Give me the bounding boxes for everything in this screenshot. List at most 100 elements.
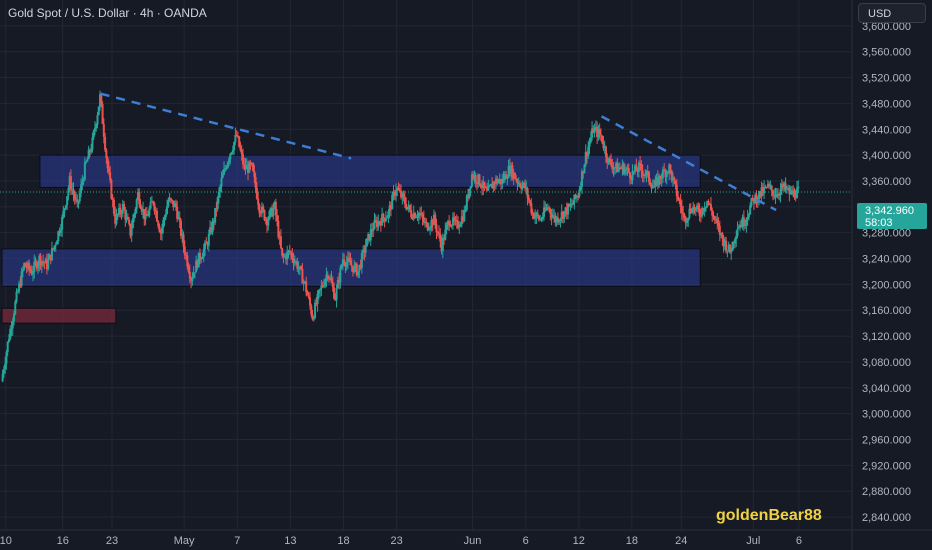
candle-body (335, 288, 338, 301)
candle-body (496, 178, 499, 184)
candle-body (61, 216, 64, 230)
candle-body (655, 177, 658, 181)
candle-body (740, 224, 743, 227)
candle-body (86, 159, 89, 162)
candle-body (789, 190, 792, 195)
candle-body (775, 194, 778, 198)
candle-body (606, 157, 609, 163)
candle-body (177, 217, 180, 219)
candle-body (432, 214, 435, 226)
candle-body (427, 229, 430, 231)
candle-body (597, 129, 600, 137)
candle-body (205, 242, 208, 244)
candle-body (670, 170, 673, 181)
price-axis-label: 3,120.000 (862, 331, 911, 343)
zone-demand[interactable] (1, 248, 701, 287)
candle-body (774, 195, 777, 198)
candle-body (673, 177, 676, 181)
candle-body (260, 206, 263, 214)
candle-body (522, 182, 525, 186)
candle-body (179, 220, 182, 236)
candle-body (236, 135, 239, 137)
candle-body (551, 216, 554, 218)
candle-body (269, 207, 272, 212)
candle-body (155, 210, 158, 222)
candle-body (241, 153, 244, 165)
candle-body (583, 164, 586, 174)
candle-body (397, 188, 400, 190)
candle-body (607, 158, 610, 163)
candle-body (230, 152, 233, 154)
candle-body (660, 178, 663, 180)
candle-body (10, 328, 13, 330)
price-axis-label: 3,040.000 (862, 383, 911, 395)
price-axis-label: 3,160.000 (862, 305, 911, 317)
candle-body (212, 220, 215, 223)
time-axis-label: 12 (573, 535, 585, 547)
candle-body (631, 170, 634, 180)
candle-body (611, 164, 614, 170)
candle-body (654, 180, 657, 188)
candle-body (718, 226, 721, 235)
candle-body (599, 134, 602, 136)
candle-body (25, 266, 28, 269)
currency-selector-button[interactable]: USD (858, 3, 926, 23)
candle-body (747, 214, 750, 218)
candle-body (281, 247, 284, 256)
candle-body (143, 209, 146, 220)
candle-body (64, 205, 67, 209)
candle-body (331, 282, 334, 288)
candle-body (782, 184, 785, 187)
dashed-trendline[interactable] (600, 115, 777, 212)
candle-body (487, 186, 490, 191)
candle-body (591, 128, 594, 138)
candle-body (567, 204, 570, 215)
candle-body (358, 264, 361, 272)
candle-body (672, 177, 675, 181)
candle-body (411, 217, 414, 219)
candle-body (417, 213, 420, 217)
candle-body (14, 301, 17, 314)
candle-body (298, 266, 301, 269)
candle-body (548, 207, 551, 209)
candle-body (682, 212, 685, 215)
candle-body (408, 205, 411, 211)
candle-body (477, 174, 480, 184)
zone-supply[interactable] (39, 154, 701, 188)
candle-body (327, 277, 330, 279)
candle-body (216, 197, 219, 209)
candle-body (253, 171, 256, 177)
candle-body (340, 265, 343, 268)
candle-body (508, 166, 511, 174)
last-price-value: 3,342.960 (865, 205, 914, 217)
candle-body (374, 220, 377, 222)
candle-body (795, 188, 798, 199)
candle-body (42, 261, 45, 263)
zone-red[interactable] (1, 307, 117, 324)
price-axis-label: 3,440.000 (862, 124, 911, 136)
candle-body (720, 232, 723, 235)
dashed-trendline[interactable] (100, 92, 352, 160)
symbol-title[interactable]: Gold Spot / U.S. Dollar · 4h · OANDA (8, 6, 207, 20)
candle-body (541, 216, 544, 220)
candle-body (126, 216, 129, 220)
candle-body (424, 221, 427, 223)
candle-body (517, 183, 520, 185)
candle-body (505, 174, 508, 180)
candle-body (592, 128, 595, 133)
candle-body (234, 135, 237, 143)
candle-body (96, 114, 99, 125)
candle-body (118, 207, 121, 215)
candle-body (245, 165, 248, 170)
candle-body (613, 167, 616, 169)
price-axis-label: 3,560.000 (862, 47, 911, 59)
candle-body (704, 206, 707, 209)
candle-body (303, 281, 306, 283)
candle-body (728, 244, 731, 253)
candle-body (768, 184, 771, 186)
candle-body (193, 272, 196, 274)
candle-body (67, 188, 70, 197)
candle-body (182, 234, 185, 247)
candle-body (458, 226, 461, 228)
